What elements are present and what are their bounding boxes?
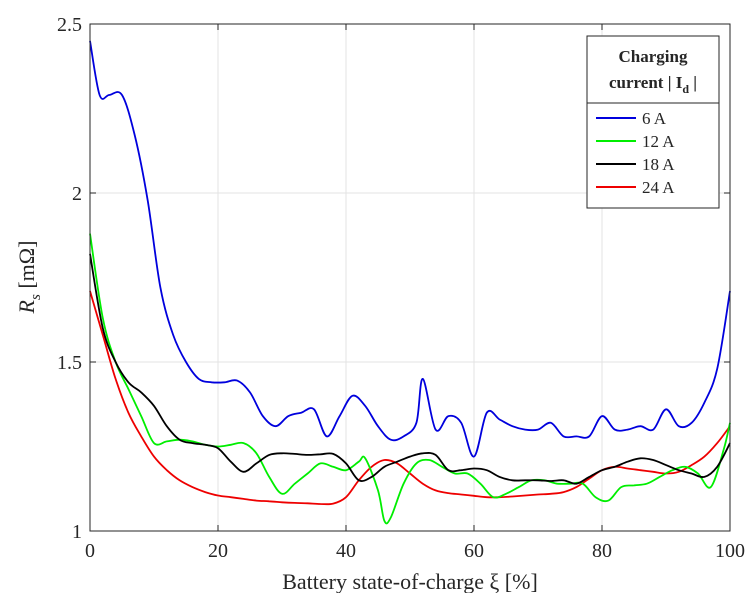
- legend-title-line1: Charging: [619, 47, 688, 66]
- y-tick-label: 2: [72, 183, 82, 205]
- legend-title-line2: current | Id |: [609, 73, 697, 96]
- legend-title-end: |: [689, 73, 697, 92]
- x-axis-label: Battery state-of-charge ξ [%]: [282, 569, 538, 593]
- legend-label-18-a: 18 A: [642, 155, 675, 174]
- plot-frame: [89, 23, 731, 532]
- legend: Charging current | Id | 6 A 12 A 18 A 24 A: [586, 35, 720, 209]
- legend-label-24-a: 24 A: [642, 178, 675, 197]
- x-tick-label: 0: [85, 540, 95, 562]
- x-tick-label: 100: [715, 540, 745, 562]
- y-tick-label: 1.5: [57, 352, 82, 374]
- series-line-18-a: [89, 253, 731, 485]
- legend-label-12-a: 12 A: [642, 132, 675, 151]
- x-tick-label: 60: [464, 540, 484, 562]
- y-axis-label-symbol: R: [14, 299, 39, 314]
- series-lines: [89, 40, 731, 525]
- legend-label-6-a: 6 A: [642, 109, 667, 128]
- y-tick-label: 2.5: [57, 14, 82, 36]
- y-tick-label: 1: [72, 521, 82, 543]
- x-tick-label: 20: [208, 540, 228, 562]
- y-axis-label-subscript: s: [28, 294, 44, 300]
- legend-box: [586, 35, 720, 209]
- series-line-6-a: [89, 40, 731, 458]
- series-line-24-a: [89, 290, 731, 506]
- y-axis-label-unit: [mΩ]: [14, 241, 39, 295]
- y-axis-label: Rs [mΩ]: [14, 241, 44, 315]
- legend-items: 6 A 12 A 18 A 24 A: [596, 109, 675, 197]
- axis-ticks: 0 20 40 60 80 100 1 1.5 2 2.5: [57, 14, 745, 562]
- x-tick-label: 40: [336, 540, 356, 562]
- x-tick-label: 80: [592, 540, 612, 562]
- legend-title-subscript: d: [682, 82, 689, 96]
- legend-title-current: current | I: [609, 73, 683, 92]
